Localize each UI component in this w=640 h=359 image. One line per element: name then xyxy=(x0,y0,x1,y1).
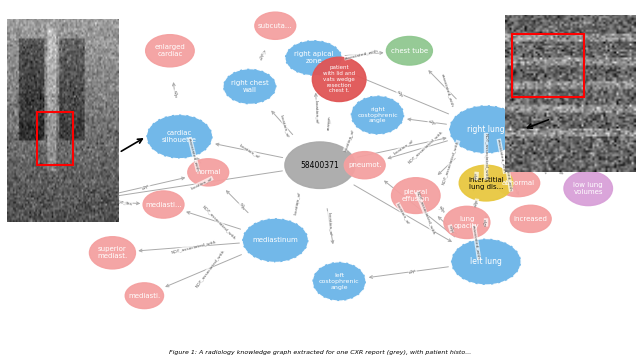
Text: enlarged
cardiac: enlarged cardiac xyxy=(154,44,186,57)
Text: c2p: c2p xyxy=(474,172,479,180)
Text: right apical
zone: right apical zone xyxy=(294,51,333,64)
Text: NOT_associated_with: NOT_associated_with xyxy=(202,204,237,241)
Text: left lung: left lung xyxy=(470,257,502,266)
Text: location_of: location_of xyxy=(315,100,319,123)
Text: NOT_associated_with: NOT_associated_with xyxy=(415,191,436,236)
Text: c2p: c2p xyxy=(448,224,454,233)
Text: right
costophrenic
angle: right costophrenic angle xyxy=(357,107,398,123)
Ellipse shape xyxy=(242,218,308,262)
Text: c2p: c2p xyxy=(474,199,479,207)
Text: mediastinum: mediastinum xyxy=(252,237,298,243)
Text: chest tube: chest tube xyxy=(391,48,428,54)
Ellipse shape xyxy=(285,40,342,76)
Text: location_of: location_of xyxy=(343,128,355,152)
Ellipse shape xyxy=(125,283,164,309)
Text: abnormal: abnormal xyxy=(501,180,534,186)
Ellipse shape xyxy=(351,95,404,135)
Text: subcuta...: subcuta... xyxy=(258,23,292,29)
Text: NOT_associated_with: NOT_associated_with xyxy=(171,239,217,254)
Text: interstitial
lung dis...: interstitial lung dis... xyxy=(468,177,504,190)
Ellipse shape xyxy=(449,105,523,154)
Text: upper
mediastinum: upper mediastinum xyxy=(61,195,107,208)
Text: 58400371: 58400371 xyxy=(301,161,339,170)
Ellipse shape xyxy=(146,35,194,67)
Text: lung
opacity: lung opacity xyxy=(454,216,480,229)
Text: mediastl...: mediastl... xyxy=(145,201,182,208)
Text: location_of: location_of xyxy=(392,139,414,156)
Text: NOT_lhs: NOT_lhs xyxy=(115,200,132,206)
Text: associated_with: associated_with xyxy=(504,157,513,192)
Text: cardiac
silhouette: cardiac silhouette xyxy=(162,130,197,143)
Text: right lung: right lung xyxy=(467,125,505,134)
Text: right chest
wall: right chest wall xyxy=(231,80,269,93)
Text: mediasti.: mediasti. xyxy=(128,293,161,299)
Text: associated_with: associated_with xyxy=(441,73,455,107)
Ellipse shape xyxy=(147,115,212,159)
Text: location_of: location_of xyxy=(190,176,213,190)
Ellipse shape xyxy=(255,12,296,39)
Ellipse shape xyxy=(392,178,440,214)
Text: reason: reason xyxy=(327,115,332,130)
Text: patient
with lid and
vats wedge
resection
chest t.: patient with lid and vats wedge resectio… xyxy=(323,65,355,93)
Text: associated_with: associated_with xyxy=(527,143,547,175)
Ellipse shape xyxy=(460,165,513,201)
Text: location_of: location_of xyxy=(280,114,290,138)
Ellipse shape xyxy=(188,159,228,186)
Ellipse shape xyxy=(444,206,490,238)
Text: c2p: c2p xyxy=(173,90,177,98)
Text: c2p: c2p xyxy=(438,205,445,213)
Text: location_of: location_of xyxy=(396,202,410,225)
Ellipse shape xyxy=(564,171,612,206)
Ellipse shape xyxy=(344,151,385,179)
Ellipse shape xyxy=(223,69,276,104)
Text: Figure 1: A radiology knowledge graph extracted for one CXR report (grey), with : Figure 1: A radiology knowledge graph ex… xyxy=(169,350,471,355)
Ellipse shape xyxy=(387,37,433,65)
Text: c2p: c2p xyxy=(396,89,404,98)
Text: associated_with: associated_with xyxy=(344,48,379,60)
Text: left
costophrenic
angle: left costophrenic angle xyxy=(319,273,360,290)
Text: increased: increased xyxy=(514,216,548,222)
Text: superior
mediast.: superior mediast. xyxy=(97,246,127,259)
Ellipse shape xyxy=(285,142,355,188)
Ellipse shape xyxy=(55,181,113,221)
Text: pneumot.: pneumot. xyxy=(348,162,381,168)
Text: c2p: c2p xyxy=(408,268,417,275)
Ellipse shape xyxy=(451,238,521,285)
Text: location_of: location_of xyxy=(327,211,332,235)
Text: normal: normal xyxy=(196,169,221,175)
Ellipse shape xyxy=(90,237,136,269)
Text: c2p: c2p xyxy=(428,119,436,126)
Text: c2p: c2p xyxy=(239,202,245,211)
Ellipse shape xyxy=(312,57,366,102)
Text: low lung
volumes: low lung volumes xyxy=(573,182,603,195)
Ellipse shape xyxy=(143,191,184,218)
Ellipse shape xyxy=(510,205,551,232)
Text: pleural
effusion: pleural effusion xyxy=(402,189,430,202)
Text: associated_with: associated_with xyxy=(497,139,507,174)
Text: associated_with: associated_with xyxy=(188,137,200,172)
Text: location_of: location_of xyxy=(239,143,261,159)
Text: c2p: c2p xyxy=(141,183,150,191)
Text: NOT_associated_with: NOT_associated_with xyxy=(442,140,460,185)
Text: c2p: c2p xyxy=(260,52,265,60)
Ellipse shape xyxy=(312,262,366,301)
Text: NOT_associated_with: NOT_associated_with xyxy=(407,130,444,165)
Text: c2p: c2p xyxy=(484,219,488,227)
Text: location_of: location_of xyxy=(294,191,302,215)
Ellipse shape xyxy=(496,169,540,197)
Text: NOT_associated_with: NOT_associated_with xyxy=(484,133,488,180)
Text: NOT_associated_with: NOT_associated_with xyxy=(195,248,225,288)
Text: associated_with: associated_with xyxy=(472,224,481,260)
